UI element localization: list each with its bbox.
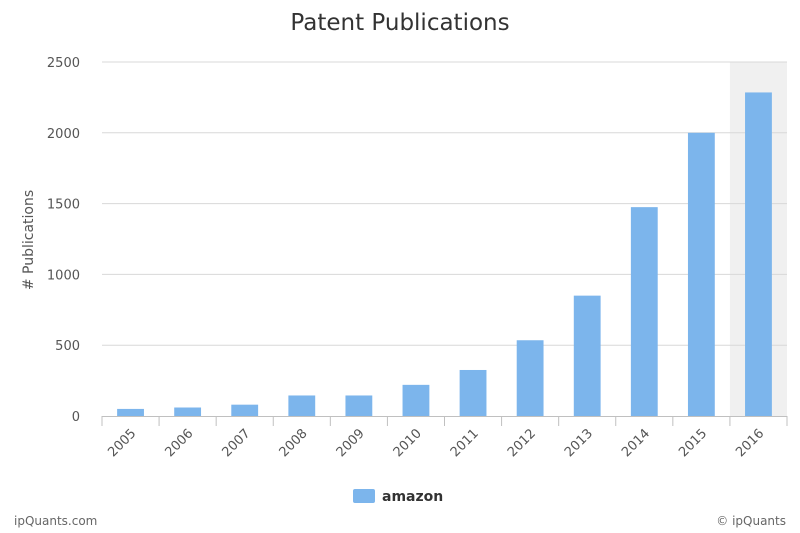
x-tick-label: 2010: [391, 426, 425, 460]
chart-title: Patent Publications: [290, 10, 509, 36]
bars: [117, 92, 772, 417]
y-tick-label: 2500: [47, 56, 80, 71]
legend-swatch-amazon[interactable]: [353, 489, 375, 503]
bar-2011[interactable]: [459, 369, 487, 416]
bar-2009[interactable]: [345, 395, 373, 416]
x-axis: [101, 416, 788, 426]
bar-2005[interactable]: [117, 408, 144, 416]
x-tick-label: 2013: [562, 426, 596, 460]
y-axis-label: # Publications: [21, 190, 37, 290]
x-tick-label: 2007: [220, 426, 254, 460]
y-tick-label: 500: [55, 339, 80, 354]
x-tick-label: 2006: [162, 426, 196, 460]
y-tick-label: 0: [72, 410, 80, 425]
y-tick-label: 2000: [47, 127, 80, 142]
credit-right[interactable]: © ipQuants: [716, 514, 786, 528]
bar-2012[interactable]: [516, 340, 544, 416]
legend-label-amazon[interactable]: amazon: [382, 489, 443, 505]
y-tick-label: 1000: [47, 268, 80, 283]
bar-2013[interactable]: [573, 295, 601, 416]
x-tick-label: 2009: [334, 426, 368, 460]
bar-2015[interactable]: [687, 132, 715, 417]
x-tick-label: 2008: [277, 426, 311, 460]
bar-2006[interactable]: [174, 407, 202, 416]
credit-left[interactable]: ipQuants.com: [14, 514, 97, 528]
gridlines: [102, 61, 787, 346]
legend[interactable]: amazon: [353, 489, 443, 505]
y-tick-label: 1500: [47, 198, 80, 213]
x-tick-label: 2012: [505, 426, 539, 460]
bar-2007[interactable]: [231, 404, 259, 416]
x-tick-label: 2014: [619, 426, 653, 460]
x-tick-label: 2005: [105, 426, 139, 460]
x-axis-ticks: 2005 2006 2007 2008 2009 2010 2011 2012 2013 2014…: [105, 426, 767, 460]
x-tick-label: 2015: [676, 426, 710, 460]
x-tick-label: 2011: [448, 426, 482, 460]
y-axis-ticks: 0 500 1000 1500 2000 2500: [47, 56, 80, 425]
bar-2008[interactable]: [288, 395, 316, 416]
bar-2016[interactable]: [745, 92, 772, 416]
bar-2014[interactable]: [630, 207, 658, 416]
x-tick-label: 2016: [733, 426, 767, 460]
bar-2010[interactable]: [402, 384, 430, 416]
